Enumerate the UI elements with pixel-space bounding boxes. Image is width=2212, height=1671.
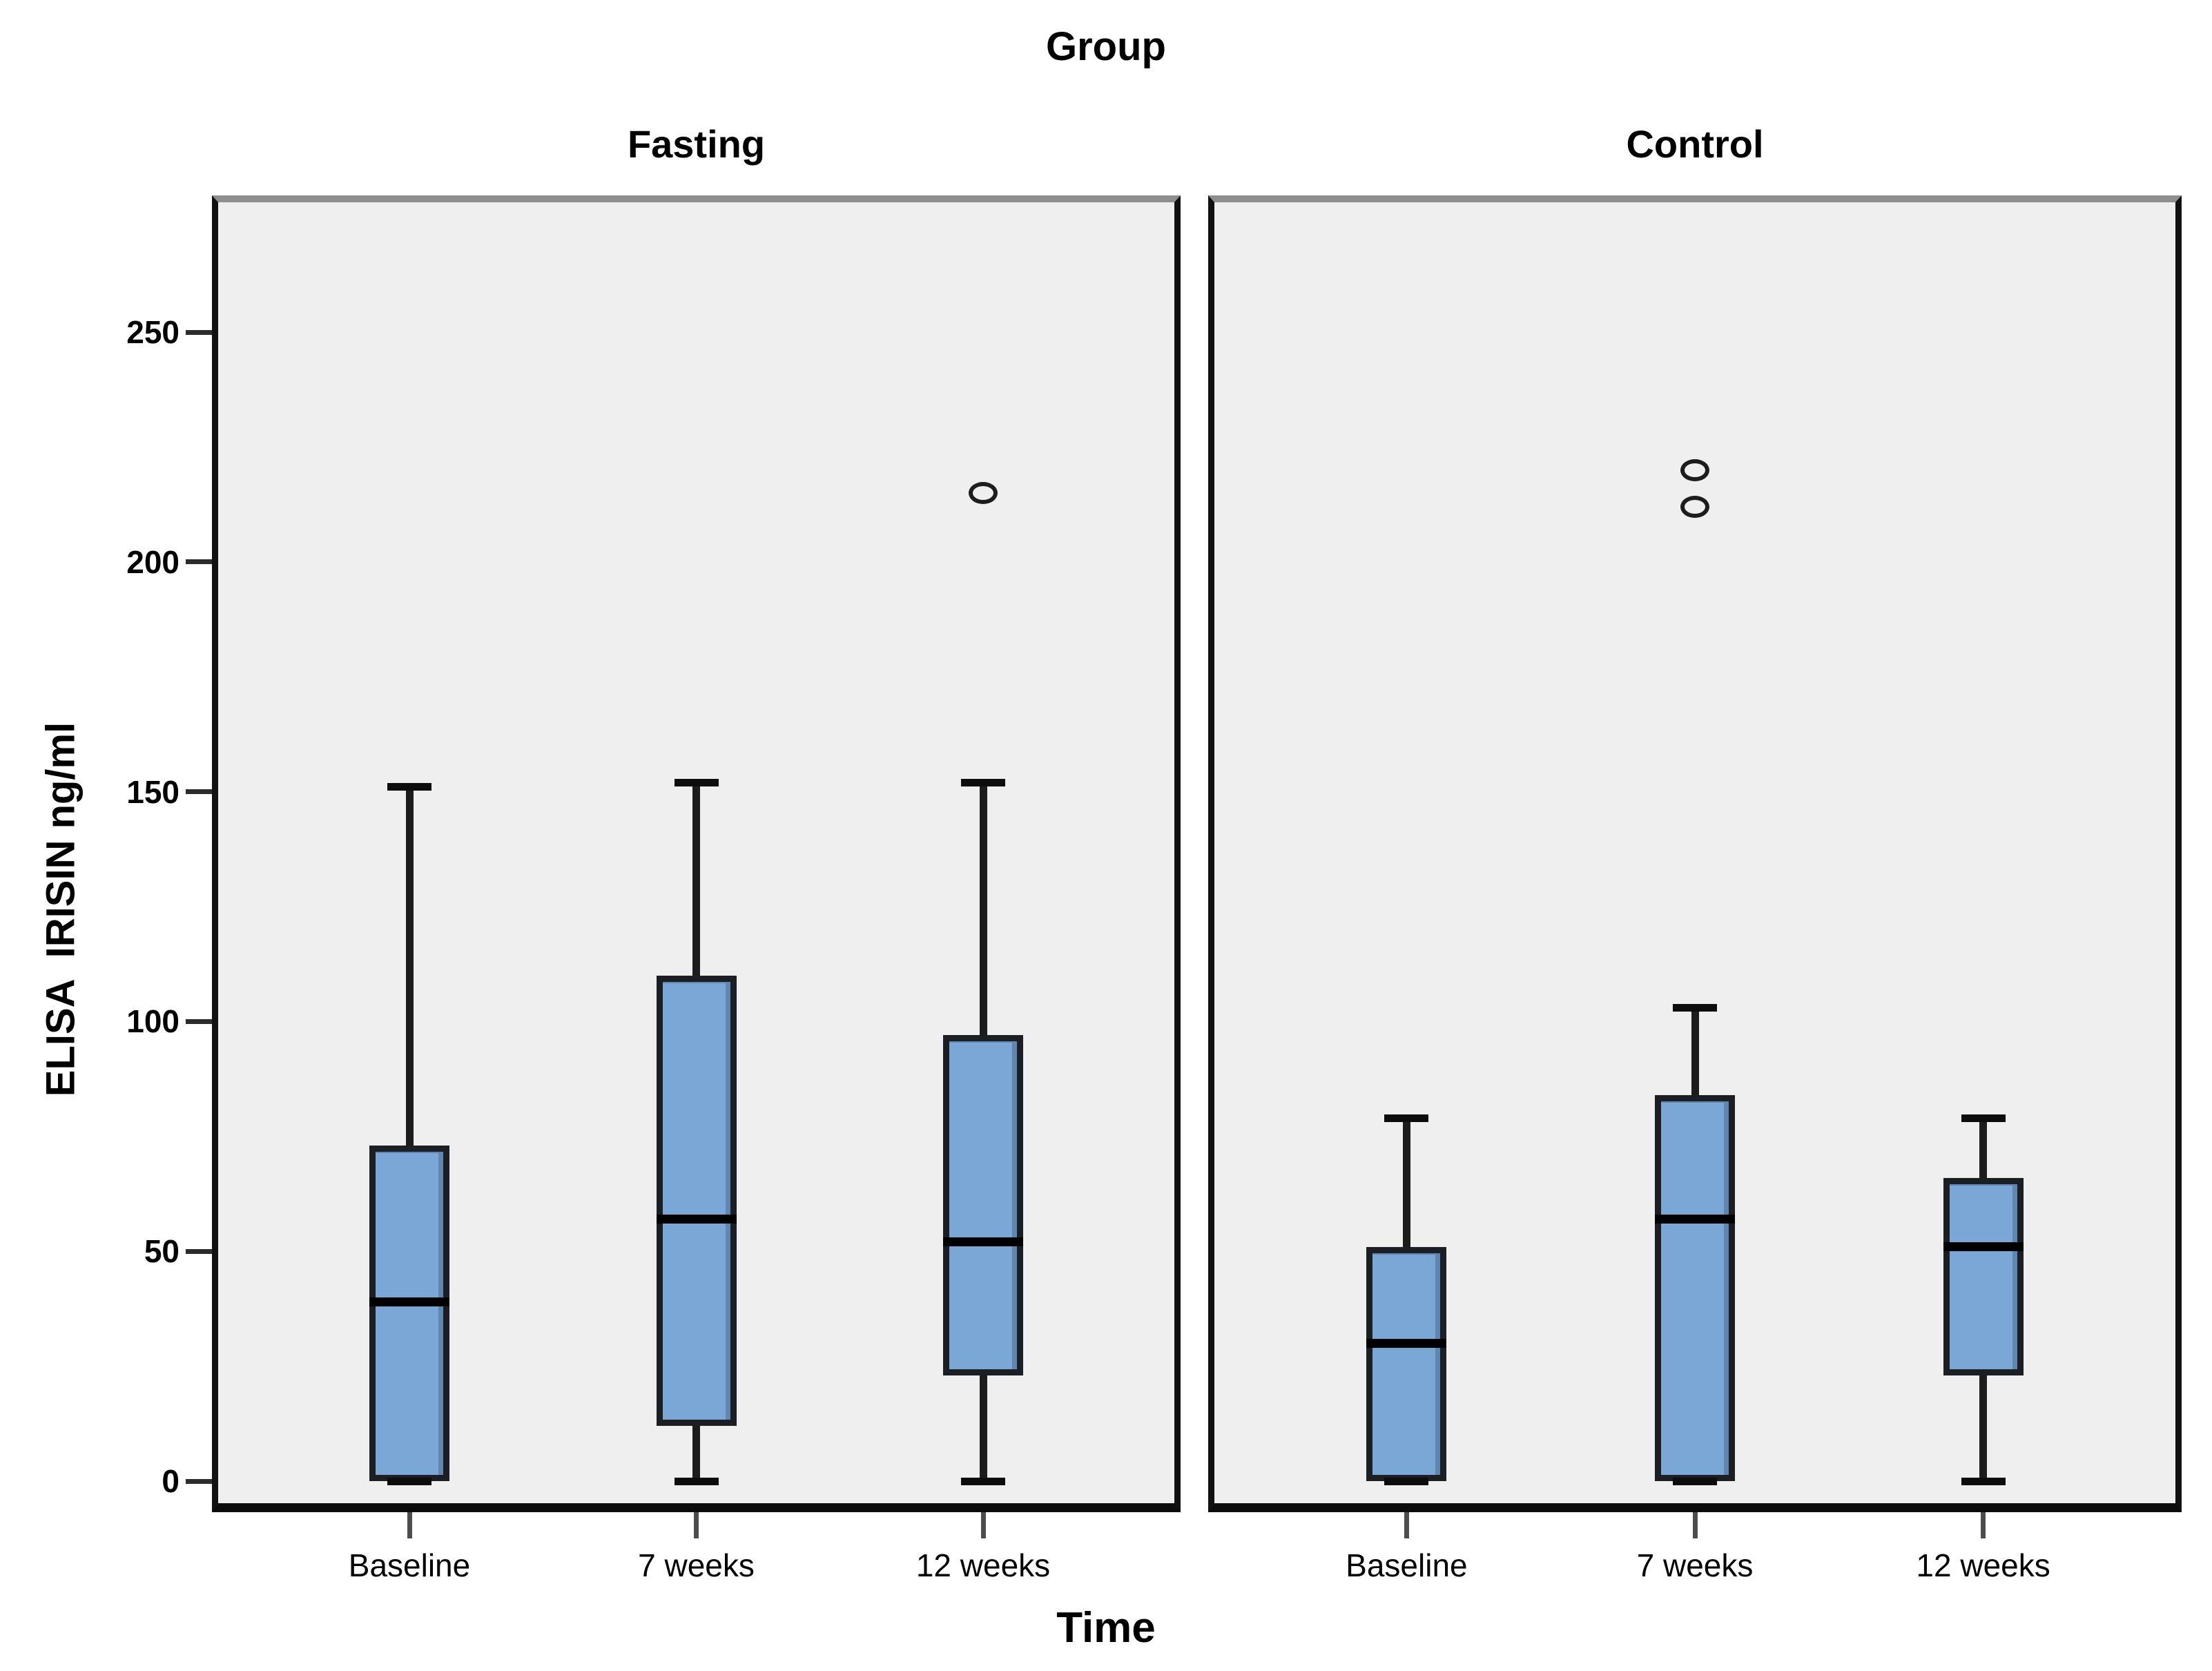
whisker-cap-low-control-12-weeks [1961,1477,2006,1485]
box-fasting-baseline [369,1146,449,1481]
y-tick-label-50: 50 [144,1233,180,1270]
x-tick-label-control-baseline: Baseline [1346,1547,1468,1583]
x-tick-label-control-12-weeks: 12 weeks [1916,1547,2050,1583]
whisker-cap-high-control-12-weeks [1961,1114,2006,1122]
median-fasting-12-weeks [943,1237,1023,1247]
whisker-cap-low-control-7-weeks [1673,1477,1717,1485]
panel-title-fasting: Fasting [627,122,766,166]
y-tick-50 [186,1248,212,1254]
whisker-cap-high-fasting-12-weeks [961,778,1005,786]
whisker-cap-high-fasting-baseline [387,783,431,791]
median-fasting-7-weeks [656,1215,737,1224]
x-tick-label-control-7-weeks: 7 weeks [1636,1547,1754,1583]
whisker-cap-low-fasting-baseline [387,1477,431,1485]
whisker-fasting-baseline [405,786,414,1481]
box-control-7-weeks [1655,1094,1735,1481]
x-tick-label-fasting-baseline: Baseline [348,1547,471,1583]
chart-title: Group [1046,24,1166,69]
x-tick-control-12-weeks [1981,1512,1986,1538]
median-control-7-weeks [1655,1215,1735,1224]
whisker-cap-high-control-baseline [1384,1114,1429,1122]
y-tick-label-0: 0 [162,1463,180,1499]
x-tick-control-7-weeks [1692,1512,1698,1538]
whisker-cap-low-control-baseline [1384,1477,1429,1485]
whisker-cap-low-fasting-12-weeks [961,1477,1005,1485]
y-tick-label-200: 200 [126,543,180,580]
y-tick-0 [186,1478,212,1484]
y-tick-250 [186,329,212,335]
x-tick-control-baseline [1404,1512,1409,1538]
y-tick-label-250: 250 [126,314,180,350]
x-tick-fasting-baseline [407,1512,412,1538]
median-control-12-weeks [1943,1242,2024,1252]
panel-title-control: Control [1626,122,1764,166]
whisker-cap-high-control-7-weeks [1673,1003,1717,1012]
median-control-baseline [1366,1338,1447,1348]
box-fasting-12-weeks [943,1035,1023,1375]
y-tick-150 [186,789,212,795]
box-control-12-weeks [1943,1177,2024,1375]
median-fasting-baseline [369,1297,449,1306]
y-tick-label-100: 100 [126,1003,180,1040]
box-fasting-7-weeks [656,975,737,1427]
y-tick-100 [186,1018,212,1024]
x-axis-title: Time [1056,1604,1156,1652]
y-tick-label-150: 150 [126,773,180,810]
outlier-fasting-12-weeks-0 [969,481,998,504]
x-tick-label-fasting-7-weeks: 7 weeks [638,1547,755,1583]
y-tick-200 [186,559,212,565]
whisker-cap-high-fasting-7-weeks [674,778,719,786]
x-tick-fasting-12-weeks [980,1512,986,1538]
outlier-control-7-weeks-1 [1680,458,1709,481]
outlier-control-7-weeks-0 [1680,495,1709,518]
box-control-baseline [1366,1246,1447,1481]
x-tick-fasting-7-weeks [694,1512,699,1538]
x-tick-label-fasting-12-weeks: 12 weeks [915,1547,1051,1583]
whisker-cap-low-fasting-7-weeks [674,1477,719,1485]
